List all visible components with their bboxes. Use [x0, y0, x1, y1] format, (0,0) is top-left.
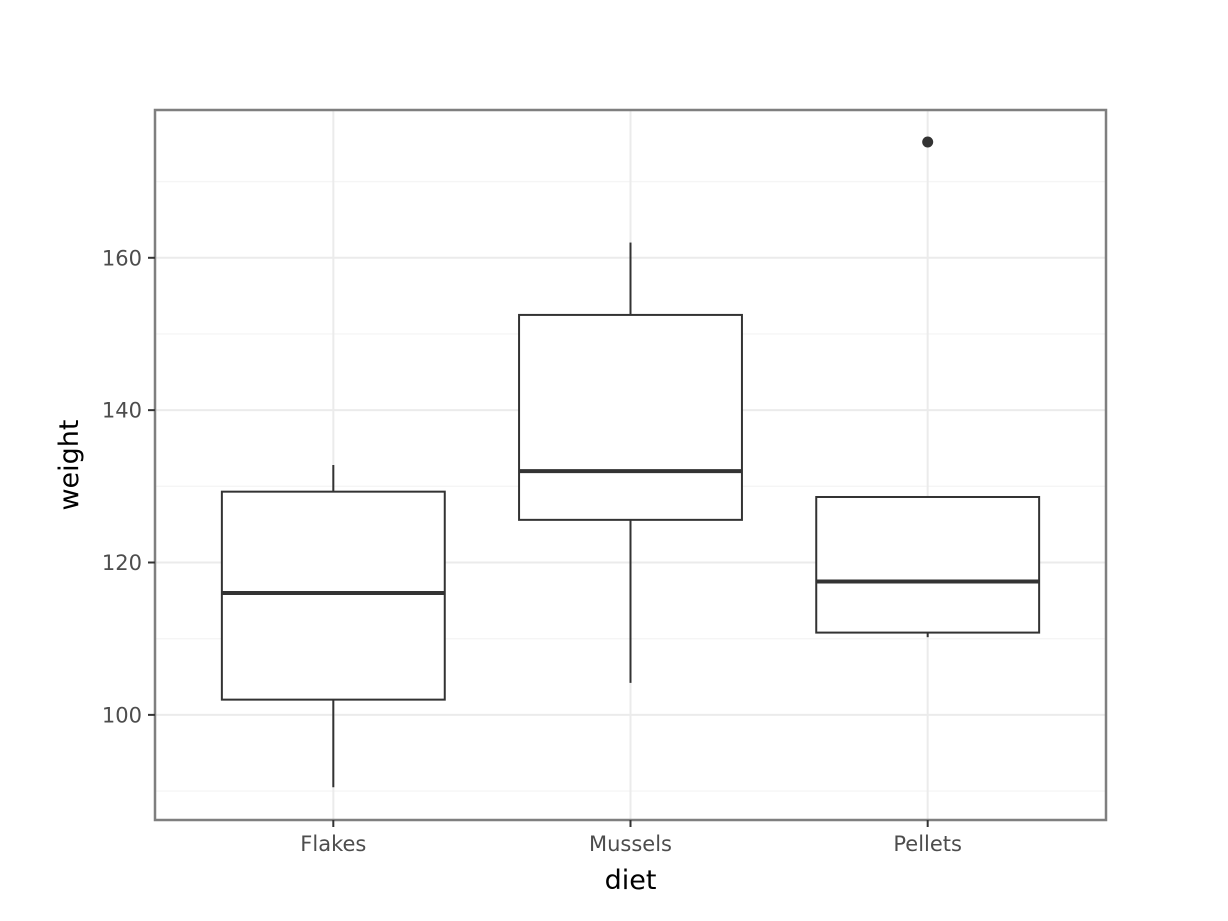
x-tick-label: Mussels	[589, 832, 672, 856]
y-tick-label: 160	[102, 246, 142, 270]
box-group-pellets	[815, 136, 1041, 638]
y-axis-title: weight	[54, 419, 85, 510]
interquartile-box	[518, 313, 743, 521]
y-axis-ticks: 100 120 140 160	[102, 246, 155, 727]
box-group-mussels	[518, 242, 743, 683]
interquartile-box	[815, 495, 1041, 634]
interquartile-box	[220, 490, 446, 701]
x-axis-title: diet	[605, 865, 657, 896]
x-tick-label: Flakes	[300, 832, 366, 856]
outlier-point	[922, 136, 934, 148]
box-layer	[220, 136, 1041, 788]
x-tick-label: Pellets	[893, 832, 962, 856]
y-tick-label: 100	[102, 703, 142, 727]
y-tick-label: 140	[102, 399, 142, 423]
box-group-flakes	[220, 465, 446, 788]
x-axis-ticks: Flakes Mussels Pellets	[300, 820, 962, 856]
y-tick-label: 120	[102, 551, 142, 575]
